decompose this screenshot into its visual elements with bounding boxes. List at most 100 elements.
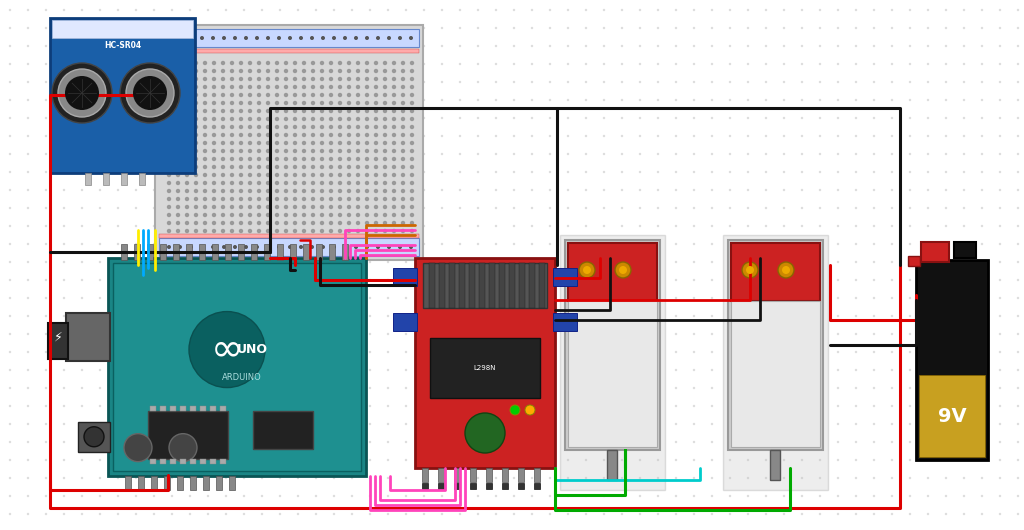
Circle shape — [212, 229, 216, 233]
Circle shape — [530, 225, 534, 227]
Circle shape — [693, 81, 695, 83]
Circle shape — [837, 459, 840, 461]
Circle shape — [693, 63, 695, 65]
Circle shape — [1017, 351, 1019, 353]
Circle shape — [765, 117, 767, 119]
Circle shape — [261, 405, 263, 407]
Circle shape — [410, 157, 414, 161]
Circle shape — [266, 141, 270, 145]
Circle shape — [585, 207, 587, 209]
Circle shape — [369, 351, 371, 353]
Bar — [731, 301, 820, 447]
Circle shape — [801, 495, 803, 497]
Circle shape — [998, 441, 1001, 443]
Circle shape — [585, 117, 587, 119]
Circle shape — [45, 117, 47, 119]
Circle shape — [212, 221, 216, 225]
Circle shape — [266, 77, 270, 81]
Circle shape — [333, 459, 335, 461]
Circle shape — [117, 153, 119, 155]
Bar — [155, 25, 423, 260]
Circle shape — [513, 441, 515, 443]
Circle shape — [45, 315, 47, 317]
Circle shape — [200, 245, 204, 249]
Circle shape — [392, 181, 396, 185]
Circle shape — [266, 181, 270, 185]
Circle shape — [801, 9, 803, 11]
Circle shape — [188, 297, 191, 299]
Circle shape — [62, 261, 66, 263]
Circle shape — [567, 405, 569, 407]
Bar — [470, 468, 476, 482]
Circle shape — [188, 63, 191, 65]
Circle shape — [729, 315, 731, 317]
Circle shape — [176, 117, 180, 121]
Circle shape — [981, 171, 983, 173]
Circle shape — [383, 205, 387, 209]
Circle shape — [9, 369, 11, 371]
Circle shape — [284, 165, 288, 169]
Circle shape — [909, 189, 911, 191]
Circle shape — [440, 171, 443, 173]
Circle shape — [333, 225, 335, 227]
Circle shape — [338, 125, 342, 129]
Circle shape — [675, 513, 677, 515]
Circle shape — [369, 63, 371, 65]
Circle shape — [410, 181, 414, 185]
Circle shape — [329, 77, 333, 81]
Circle shape — [819, 477, 821, 479]
Circle shape — [314, 207, 317, 209]
Circle shape — [374, 173, 378, 177]
Circle shape — [477, 279, 479, 281]
Circle shape — [98, 63, 101, 65]
Circle shape — [656, 135, 659, 137]
Circle shape — [477, 171, 479, 173]
Circle shape — [945, 207, 947, 209]
Circle shape — [98, 477, 101, 479]
Circle shape — [302, 141, 306, 145]
Circle shape — [711, 279, 713, 281]
Circle shape — [333, 171, 335, 173]
Circle shape — [311, 141, 315, 145]
Bar — [534, 468, 540, 482]
Circle shape — [440, 369, 443, 371]
Circle shape — [765, 189, 767, 191]
Circle shape — [284, 205, 288, 209]
Circle shape — [203, 229, 207, 233]
Circle shape — [746, 387, 750, 389]
Text: ⚡: ⚡ — [53, 331, 62, 344]
Circle shape — [117, 171, 119, 173]
Circle shape — [801, 477, 803, 479]
Circle shape — [239, 109, 244, 113]
Circle shape — [297, 369, 299, 371]
Circle shape — [981, 135, 983, 137]
Circle shape — [355, 221, 360, 225]
Circle shape — [495, 189, 498, 191]
Circle shape — [400, 109, 406, 113]
Circle shape — [167, 133, 171, 137]
Circle shape — [347, 101, 351, 105]
Circle shape — [746, 63, 750, 65]
Circle shape — [248, 189, 252, 193]
Circle shape — [343, 36, 347, 40]
Circle shape — [153, 423, 156, 425]
Circle shape — [117, 279, 119, 281]
Circle shape — [365, 69, 370, 73]
Circle shape — [188, 279, 191, 281]
Circle shape — [423, 459, 425, 461]
Circle shape — [81, 261, 83, 263]
Circle shape — [855, 369, 857, 371]
Circle shape — [261, 315, 263, 317]
Circle shape — [819, 369, 821, 371]
Circle shape — [135, 207, 137, 209]
Bar — [568, 301, 657, 447]
Circle shape — [153, 369, 156, 371]
Circle shape — [945, 261, 947, 263]
Circle shape — [98, 441, 101, 443]
Circle shape — [351, 351, 353, 353]
Circle shape — [383, 101, 387, 105]
Bar — [422, 483, 428, 489]
Circle shape — [194, 197, 199, 201]
Circle shape — [477, 333, 479, 335]
Circle shape — [62, 207, 66, 209]
